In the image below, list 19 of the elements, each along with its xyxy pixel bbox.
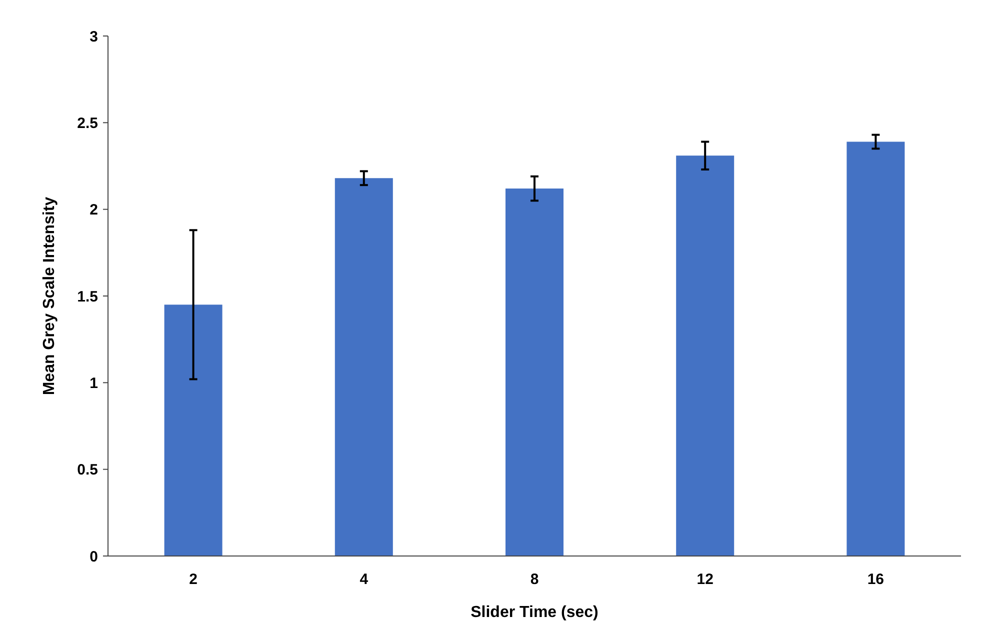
y-tick-label: 0	[90, 548, 98, 566]
y-tick-label: 2	[90, 202, 98, 219]
x-axis-title: Slider Time (sec)	[470, 604, 598, 621]
bar	[334, 178, 393, 556]
bar	[676, 156, 734, 556]
x-tick-label: 16	[867, 571, 884, 588]
y-tick-label: 1.5	[77, 288, 98, 306]
x-tick-label: 4	[360, 571, 369, 588]
y-tick-label: 2.5	[77, 114, 98, 132]
y-tick-label: 3	[90, 28, 98, 46]
bar	[506, 188, 564, 556]
x-tick-label: 2	[189, 571, 198, 588]
y-tick-label: 0.5	[77, 462, 98, 479]
x-tick-label: 12	[696, 571, 714, 588]
bar	[846, 142, 905, 556]
y-axis-title: Mean Grey Scale Intensity	[41, 196, 58, 396]
y-tick-label: 1	[90, 374, 98, 392]
bar	[164, 304, 222, 556]
x-tick-label: 8	[530, 571, 539, 588]
